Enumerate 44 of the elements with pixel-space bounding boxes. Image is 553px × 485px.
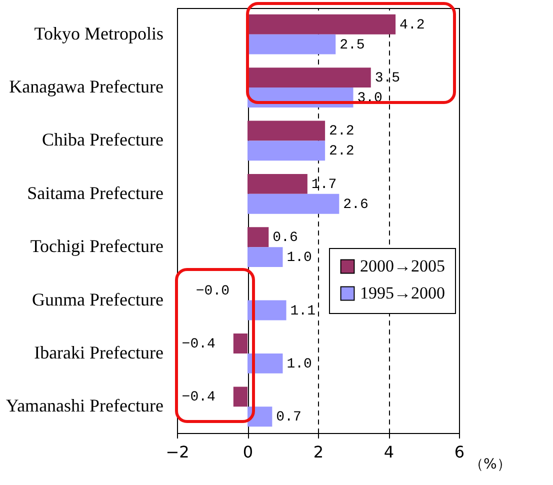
x-tick-label: −2 — [166, 442, 190, 462]
data-label: 1.7 — [311, 176, 337, 193]
data-label: 4.2 — [400, 17, 425, 34]
x-tick-label: 0 — [242, 442, 254, 462]
y-tick-label: Tochigi Prefecture — [30, 236, 164, 256]
bar — [248, 174, 308, 194]
x-axis-title: （%） — [470, 456, 511, 472]
bar — [248, 194, 340, 214]
data-label: 0.7 — [276, 410, 302, 426]
y-tick-label: Saitama Prefecture — [27, 182, 164, 203]
y-tick-label: Yamanashi Prefecture — [6, 396, 164, 416]
data-label: −0.4 — [182, 336, 216, 353]
data-label: 3.5 — [374, 70, 400, 87]
bar — [248, 227, 269, 248]
y-tick-label: Gunma Prefecture — [32, 289, 164, 310]
data-label: 2.5 — [340, 37, 365, 54]
bar — [248, 68, 371, 88]
y-tick-label: Tokyo Metropolis — [34, 23, 164, 44]
x-tick-label: 2 — [313, 442, 324, 462]
bar — [248, 14, 396, 34]
bar — [233, 334, 248, 354]
x-tick-label: 4 — [384, 442, 394, 462]
data-label: 0.6 — [272, 230, 298, 246]
data-label: 1.1 — [290, 303, 316, 320]
legend-label: 2000→2005 — [360, 256, 445, 276]
y-tick-label: Chiba Prefecture — [42, 130, 164, 150]
bar — [248, 300, 286, 320]
bar — [248, 140, 326, 161]
legend-label: 1995→2000 — [360, 284, 445, 302]
bar — [248, 353, 283, 374]
y-tick-label: Kanagawa Prefecture — [9, 76, 164, 97]
data-label: 2.6 — [343, 196, 368, 213]
data-label: 2.2 — [329, 124, 354, 140]
data-label: −0.0 — [196, 283, 230, 300]
data-label: 1.0 — [286, 250, 312, 266]
data-label: −0.4 — [182, 390, 216, 406]
y-tick-label: Ibaraki Prefecture — [34, 342, 164, 362]
data-label: 1.0 — [286, 356, 312, 372]
bar — [248, 120, 326, 141]
x-tick-label: 6 — [454, 442, 465, 462]
data-label: 2.2 — [329, 144, 354, 160]
bar — [248, 247, 283, 268]
bar — [248, 34, 336, 54]
bar — [233, 386, 248, 407]
